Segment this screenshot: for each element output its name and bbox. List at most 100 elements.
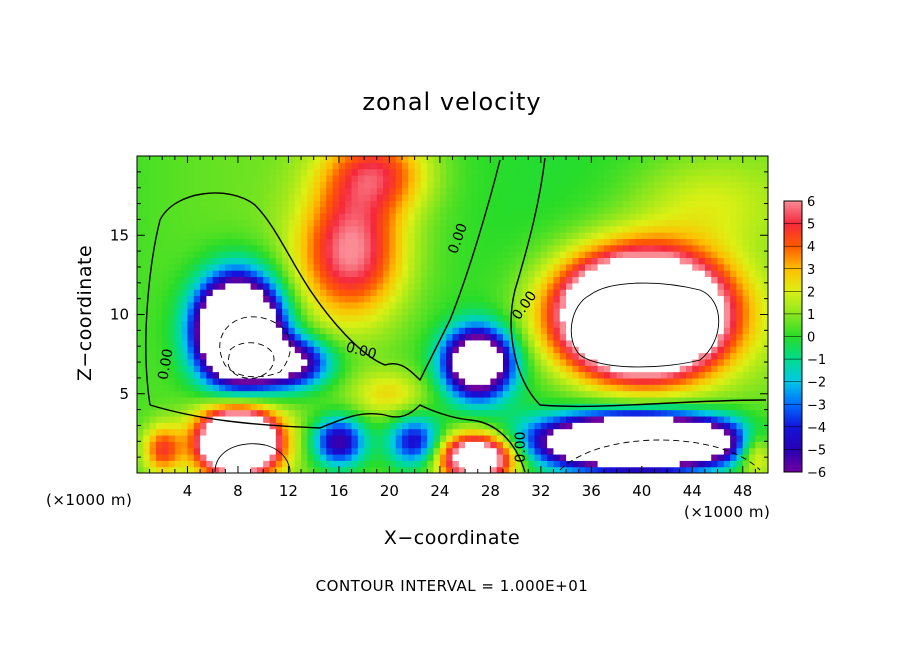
- field-cell: [206, 194, 214, 201]
- field-cell: [301, 289, 308, 297]
- field-cell: [673, 346, 681, 354]
- field-cell: [667, 162, 674, 170]
- field-cell: [219, 314, 226, 322]
- field-cell: [149, 441, 157, 449]
- field-cell: [515, 403, 523, 411]
- field-cell: [294, 327, 302, 335]
- field-cell: [351, 447, 359, 455]
- field-cell: [332, 352, 340, 360]
- field-cell: [275, 289, 283, 297]
- field-cell: [162, 175, 170, 182]
- field-cell: [307, 339, 315, 347]
- field-cell: [641, 358, 649, 366]
- field-cell: [332, 422, 340, 430]
- field-cell: [313, 162, 321, 170]
- field-cell: [515, 396, 523, 404]
- field-cell: [282, 346, 290, 354]
- field-cell: [288, 453, 296, 461]
- field-cell: [616, 339, 624, 347]
- field-cell: [225, 270, 233, 278]
- field-cell: [155, 225, 163, 233]
- field-cell: [559, 339, 567, 347]
- field-cell: [711, 460, 719, 468]
- field-cell: [301, 295, 308, 303]
- field-cell: [622, 213, 630, 220]
- field-cell: [446, 409, 454, 417]
- field-cell: [263, 301, 271, 309]
- field-cell: [433, 346, 441, 354]
- field-cell: [420, 466, 428, 473]
- field-cell: [301, 333, 308, 341]
- field-cell: [534, 244, 542, 252]
- field-cell: [673, 447, 681, 455]
- field-cell: [477, 466, 485, 473]
- field-cell: [250, 251, 258, 259]
- field-cell: [427, 301, 435, 309]
- field-cell: [402, 339, 409, 347]
- field-cell: [338, 339, 346, 347]
- field-cell: [168, 441, 176, 449]
- field-cell: [547, 238, 555, 246]
- field-cell: [509, 219, 517, 227]
- field-cell: [585, 453, 592, 461]
- field-cell: [635, 181, 643, 189]
- field-cell: [591, 377, 599, 385]
- field-cell: [446, 339, 454, 347]
- field-cell: [660, 314, 668, 322]
- field-cell: [395, 244, 403, 252]
- field-cell: [149, 403, 157, 411]
- field-cell: [502, 156, 510, 163]
- field-cell: [616, 219, 624, 227]
- field-cell: [749, 371, 756, 379]
- field-cell: [749, 453, 756, 461]
- field-cell: [471, 396, 479, 404]
- field-cell: [200, 263, 208, 271]
- field-cell: [200, 289, 208, 297]
- field-cell: [446, 219, 454, 227]
- field-cell: [263, 175, 271, 182]
- field-cell: [553, 200, 561, 208]
- field-cell: [408, 181, 416, 189]
- field-cell: [736, 415, 744, 423]
- field-cell: [225, 327, 233, 335]
- field-cell: [484, 377, 491, 385]
- field-cell: [420, 308, 428, 316]
- field-cell: [439, 270, 447, 278]
- field-cell: [528, 466, 536, 473]
- field-cell: [723, 365, 731, 373]
- field-cell: [155, 453, 163, 461]
- field-cell: [490, 422, 498, 430]
- field-cell: [370, 308, 378, 316]
- field-cell: [465, 320, 473, 328]
- field-cell: [540, 200, 548, 208]
- field-cell: [439, 346, 447, 354]
- field-cell: [452, 276, 460, 284]
- field-cell: [521, 447, 529, 455]
- field-cell: [711, 206, 719, 214]
- field-cell: [553, 232, 561, 240]
- field-cell: [332, 377, 340, 385]
- field-cell: [439, 339, 447, 347]
- field-cell: [667, 194, 674, 201]
- field-cell: [383, 441, 390, 449]
- field-cell: [402, 200, 409, 208]
- field-cell: [420, 156, 428, 163]
- field-cell: [603, 453, 611, 461]
- field-cell: [704, 257, 712, 265]
- field-cell: [402, 396, 409, 404]
- field-cell: [603, 257, 611, 265]
- field-cell: [414, 187, 422, 195]
- field-cell: [414, 352, 422, 360]
- field-cell: [237, 428, 245, 436]
- field-cell: [307, 295, 315, 303]
- chart-title: zonal velocity: [362, 88, 542, 116]
- field-cell: [547, 333, 555, 341]
- field-cell: [326, 365, 334, 373]
- field-cell: [660, 409, 668, 417]
- field-cell: [174, 466, 182, 473]
- field-cell: [597, 422, 605, 430]
- field-cell: [736, 276, 744, 284]
- field-cell: [206, 320, 214, 328]
- field-cell: [730, 308, 738, 316]
- field-cell: [269, 390, 277, 398]
